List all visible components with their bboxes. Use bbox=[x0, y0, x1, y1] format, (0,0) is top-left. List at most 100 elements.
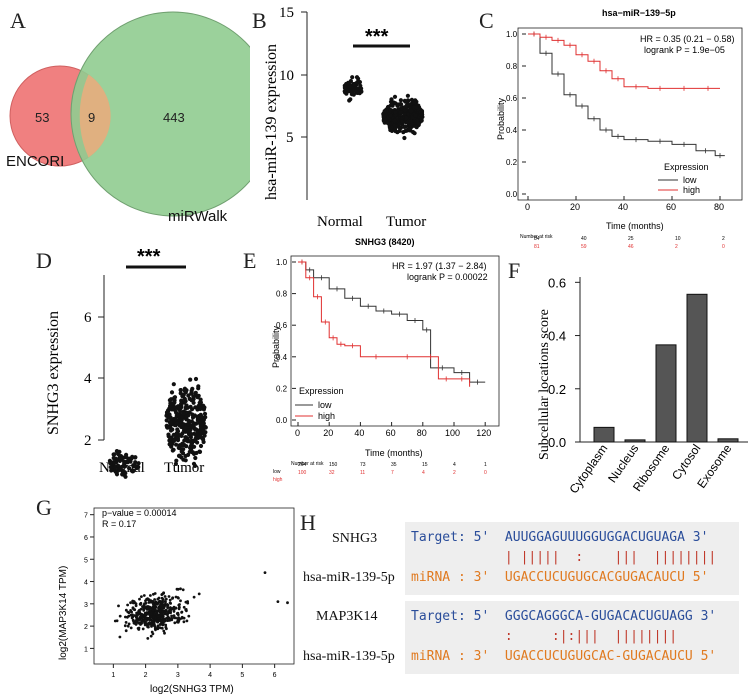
scatter-point bbox=[162, 629, 166, 633]
g-x-tick-label: 3 bbox=[176, 672, 180, 679]
scatter-point bbox=[181, 588, 185, 592]
scatter-point bbox=[140, 622, 143, 625]
b-ytick-10: 10 bbox=[279, 68, 294, 84]
dotplot-mir139: 15 10 5 hsa-miR-139 expression *** Norma… bbox=[263, 5, 426, 230]
dot-point bbox=[196, 417, 201, 422]
scatter-point bbox=[162, 591, 165, 595]
f-y-tick-label: 0.4 bbox=[548, 329, 566, 344]
e-legend-low: low bbox=[318, 400, 332, 410]
dot-point bbox=[184, 414, 189, 419]
scatter-point bbox=[192, 595, 196, 599]
scatter-point bbox=[123, 624, 127, 628]
risk-high-value: 11 bbox=[360, 470, 365, 476]
dot-point bbox=[348, 97, 353, 102]
scatter-point bbox=[138, 602, 142, 606]
dot-point bbox=[182, 438, 187, 443]
dot-point bbox=[112, 461, 117, 466]
dot-point bbox=[168, 436, 173, 442]
dot-point bbox=[193, 463, 198, 468]
venn-circle-mirwalk bbox=[70, 11, 250, 217]
e-legend-high: high bbox=[318, 411, 335, 421]
dot-point bbox=[197, 449, 203, 454]
scatter-point bbox=[115, 619, 119, 623]
dot-point bbox=[342, 89, 347, 94]
dot-point bbox=[404, 115, 409, 121]
dot-point bbox=[398, 110, 403, 115]
scatter-point bbox=[130, 610, 133, 614]
risk-low-value: 73 bbox=[360, 462, 366, 468]
dot-point bbox=[356, 76, 361, 81]
scatter-point bbox=[144, 612, 147, 615]
x-tick-label: 80 bbox=[417, 428, 427, 438]
dot-point bbox=[192, 444, 197, 449]
x-tick-label: 20 bbox=[323, 428, 333, 438]
risk-high-value: 0 bbox=[484, 470, 487, 476]
h-target-2: Target: 5' GGGCAGGGCA-GUGACACUGUAGG 3' bbox=[411, 609, 717, 624]
dot-point bbox=[397, 121, 402, 127]
dot-point bbox=[177, 446, 182, 451]
g-x-tick-label: 6 bbox=[273, 672, 277, 679]
dot-point bbox=[127, 466, 132, 471]
scatter-point bbox=[131, 606, 135, 610]
b-ylabel: hsa-miR-139 expression bbox=[263, 44, 280, 200]
scatter-point bbox=[161, 610, 164, 614]
dot-point bbox=[118, 467, 123, 472]
scatter-point bbox=[138, 597, 141, 601]
b-significance: *** bbox=[365, 26, 389, 48]
x-tick-label: 0 bbox=[525, 202, 530, 212]
scatter-point bbox=[141, 605, 144, 608]
dot-point bbox=[123, 471, 128, 476]
e-legend-title: Expression bbox=[299, 386, 344, 396]
c-ylabel: Probability bbox=[496, 97, 506, 140]
scatter-point bbox=[148, 619, 152, 622]
dot-point bbox=[389, 125, 394, 130]
scatter-point bbox=[173, 621, 177, 625]
h-mirna-name-2: hsa-miR-139-5p bbox=[303, 649, 395, 664]
scatter-point bbox=[124, 615, 127, 619]
dot-point bbox=[413, 113, 418, 118]
scatter-point bbox=[182, 620, 186, 624]
dot-point bbox=[402, 108, 408, 113]
dot-point bbox=[189, 432, 194, 437]
scatter-point bbox=[174, 606, 178, 610]
dot-point bbox=[182, 388, 187, 393]
x-tick-label: 20 bbox=[570, 202, 580, 212]
g-xlabel: log2(SNHG3 TPM) bbox=[150, 684, 234, 695]
scatter-point bbox=[177, 619, 181, 623]
y-tick-label: 0.2 bbox=[276, 384, 288, 393]
dot-point bbox=[175, 404, 180, 409]
dot-point bbox=[188, 377, 193, 382]
d-ytick-2: 2 bbox=[84, 433, 92, 449]
scatter-point bbox=[177, 603, 181, 607]
dot-point bbox=[172, 395, 178, 400]
dot-point bbox=[194, 421, 199, 426]
dot-point bbox=[196, 403, 201, 408]
dot-point bbox=[178, 391, 183, 396]
c-xlabel: Time (months) bbox=[606, 221, 664, 231]
dot-point bbox=[188, 428, 193, 433]
scatter-point bbox=[167, 595, 171, 598]
dot-point bbox=[164, 413, 169, 418]
dot-point bbox=[131, 468, 136, 473]
scatter-point bbox=[163, 631, 166, 635]
d-ytick-6: 6 bbox=[84, 310, 92, 326]
h-alignment-box-1: Target: 5' AUUGGAGUUUGGUGGACUGUAGA 3' | … bbox=[405, 522, 739, 595]
scatter-point bbox=[152, 615, 155, 619]
b-xlabel-normal: Normal bbox=[317, 214, 363, 230]
scatter-point bbox=[141, 627, 145, 631]
panel-label-g: G bbox=[36, 495, 52, 520]
scatter-point bbox=[154, 628, 157, 632]
dot-point bbox=[114, 449, 119, 454]
dot-point bbox=[189, 423, 194, 428]
dot-point bbox=[186, 452, 191, 457]
scatter-point bbox=[141, 616, 144, 620]
h-mirna-2: miRNA : 3' UGACCUCUGUGCAC-GUGACAUCU 5' bbox=[411, 649, 717, 664]
dot-point bbox=[408, 108, 414, 114]
bar-exosome bbox=[717, 438, 739, 443]
x-tick-label: 120 bbox=[476, 428, 491, 438]
scatter-point bbox=[147, 623, 151, 626]
dot-point bbox=[350, 75, 355, 80]
panel-label-h: H bbox=[300, 510, 316, 535]
dot-point bbox=[412, 131, 417, 136]
dot-point bbox=[115, 463, 121, 468]
